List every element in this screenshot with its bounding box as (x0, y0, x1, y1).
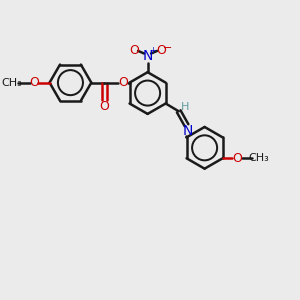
Text: O: O (118, 76, 128, 89)
Text: −: − (163, 43, 172, 53)
Text: +: + (149, 46, 156, 56)
Text: O: O (157, 44, 166, 57)
Text: CH₃: CH₃ (248, 153, 269, 163)
Text: O: O (99, 100, 109, 113)
Text: O: O (232, 152, 242, 165)
Text: O: O (129, 44, 139, 57)
Text: CH₃: CH₃ (2, 78, 22, 88)
Text: N: N (142, 49, 153, 63)
Text: O: O (29, 76, 39, 89)
Text: N: N (183, 124, 193, 138)
Text: H: H (181, 102, 189, 112)
